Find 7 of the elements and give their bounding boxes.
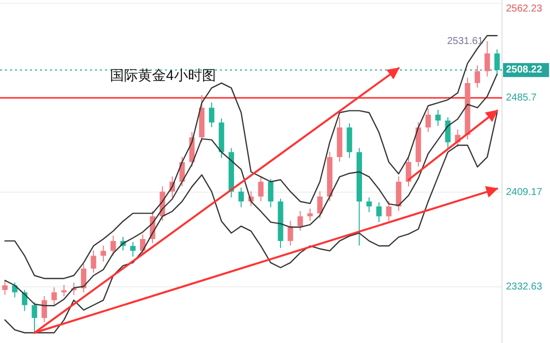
annotation: 2531.61: [447, 36, 484, 48]
y-tick-label: 2332.63: [506, 281, 543, 292]
y-tick-label: 2485.7: [506, 92, 538, 104]
y-tick-label: 2409.17: [506, 186, 543, 198]
text: 国际黄金4小时图: [110, 67, 216, 83]
y-tick-label: 2562.23: [506, 4, 543, 15]
ref-line-label: 2508.22: [506, 64, 543, 76]
